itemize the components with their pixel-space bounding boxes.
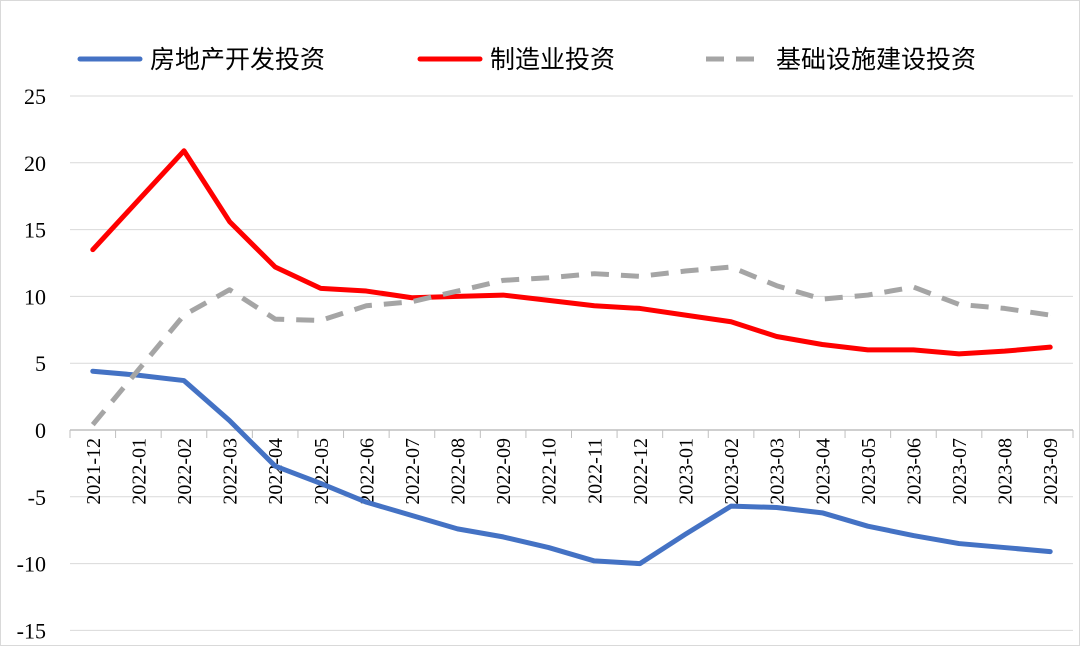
- x-tick-label: 2023-09: [1040, 438, 1062, 505]
- x-tick-label: 2023-06: [903, 438, 925, 505]
- x-tick-label: 2023-07: [949, 438, 971, 505]
- y-tick-label: 20: [24, 151, 46, 176]
- x-tick-label: 2023-05: [858, 438, 880, 505]
- legend-label-1: 制造业投资: [490, 45, 615, 74]
- x-tick-label: 2022-07: [402, 438, 424, 505]
- legend-label-2: 基础设施建设投资: [776, 45, 976, 74]
- x-tick-label: 2022-05: [311, 438, 333, 505]
- y-tick-label: 25: [24, 84, 46, 109]
- y-tick-label: 15: [24, 218, 46, 243]
- y-tick-label: -10: [17, 552, 46, 577]
- x-tick-label: 2022-12: [630, 438, 652, 505]
- x-tick-label: 2022-11: [584, 438, 606, 504]
- x-tick-label: 2022-06: [356, 438, 378, 505]
- y-tick-label: 5: [35, 351, 46, 376]
- x-tick-label: 2023-02: [721, 438, 743, 505]
- x-tick-label: 2023-01: [675, 438, 697, 505]
- y-tick-label: 10: [24, 284, 46, 309]
- x-tick-label: 2022-09: [493, 438, 515, 505]
- x-tick-label: 2023-03: [767, 438, 789, 505]
- x-tick-label: 2023-04: [812, 438, 834, 505]
- x-tick-label: 2022-08: [448, 438, 470, 505]
- legend: 房地产开发投资 制造业投资 基础设施建设投资: [80, 45, 976, 74]
- y-tick-label: 0: [35, 418, 46, 443]
- y-tick-label: -15: [17, 618, 46, 643]
- x-tick-label: 2022-02: [174, 438, 196, 505]
- x-tick-label: 2022-03: [220, 438, 242, 505]
- x-tick-label: 2023-08: [995, 438, 1017, 505]
- x-tick-label: 2022-10: [539, 438, 561, 505]
- y-tick-label: -5: [28, 485, 46, 510]
- x-tick-label: 2021-12: [83, 438, 105, 505]
- x-tick-label: 2022-01: [128, 438, 150, 505]
- legend-label-0: 房地产开发投资: [150, 45, 325, 74]
